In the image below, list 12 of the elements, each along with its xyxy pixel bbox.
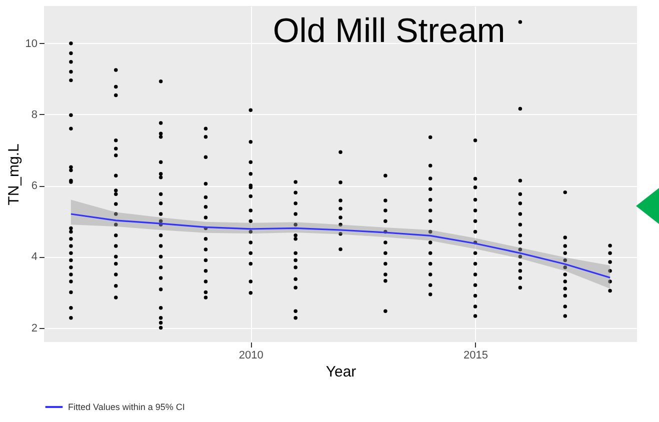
line-series (70, 213, 611, 278)
y-tick-label: 8 (31, 108, 38, 121)
chart-title: Old Mill Stream (272, 12, 506, 50)
y-tick-label: 10 (25, 38, 38, 50)
y-tick-label: 2 (31, 322, 38, 334)
y-axis-title: TN_mg.L (5, 144, 22, 206)
x-tick-label: 2010 (238, 350, 264, 362)
y-tick-label: 6 (31, 180, 38, 192)
x-tick-label: 2015 (464, 350, 488, 362)
y-tick-label: 4 (31, 251, 38, 264)
x-axis-title: Year (326, 364, 356, 380)
legend-label: Fitted Values within a 95% CI (68, 402, 185, 412)
